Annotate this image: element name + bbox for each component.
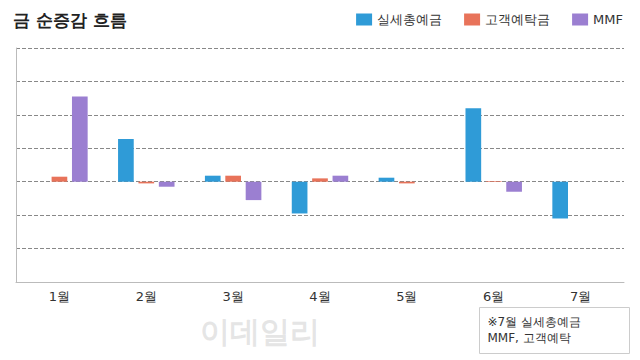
svg-text:2월: 2월 xyxy=(136,289,157,304)
svg-text:4월: 4월 xyxy=(309,289,330,304)
svg-text:1월: 1월 xyxy=(49,289,70,304)
svg-text:3월: 3월 xyxy=(223,289,244,304)
svg-text:실세총예금: 실세총예금 xyxy=(377,12,442,27)
svg-text:7월: 7월 xyxy=(570,289,591,304)
svg-text:이데일리: 이데일리 xyxy=(200,314,320,349)
svg-text:MMF: MMF xyxy=(593,12,623,27)
svg-text:6월: 6월 xyxy=(483,289,504,304)
svg-text:5월: 5월 xyxy=(396,289,417,304)
svg-text:MMF, 고객예탁: MMF, 고객예탁 xyxy=(488,331,571,345)
svg-text:금 순증감 흐름: 금 순증감 흐름 xyxy=(13,10,127,30)
svg-text:고객예탁금: 고객예탁금 xyxy=(485,12,550,27)
svg-text:※7월 실세총예금: ※7월 실세총예금 xyxy=(488,315,582,329)
